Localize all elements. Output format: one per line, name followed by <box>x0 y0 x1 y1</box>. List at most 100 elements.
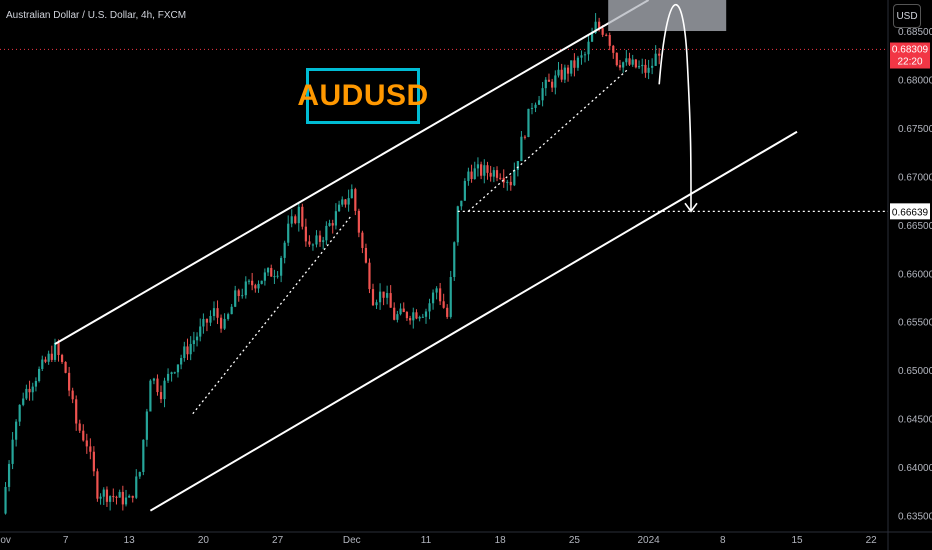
candle-body <box>163 380 166 400</box>
candle-body <box>18 404 21 422</box>
candle-body <box>382 291 385 298</box>
candle-body <box>276 275 279 277</box>
candle-body <box>446 307 449 317</box>
candle-body <box>354 189 357 211</box>
candle-body <box>456 206 459 243</box>
candle-body <box>405 312 409 319</box>
candle-body <box>431 292 435 304</box>
candle-body <box>283 242 286 258</box>
candle-body <box>71 390 74 400</box>
candle-body <box>47 353 50 362</box>
currency-button[interactable]: USD <box>893 4 921 28</box>
candle-body <box>641 64 644 67</box>
candle-body <box>294 216 297 224</box>
candle-body <box>263 272 266 281</box>
candle-body <box>615 52 618 66</box>
target-price-badge <box>890 203 930 220</box>
candle-body <box>257 283 260 289</box>
candle-body <box>189 344 192 355</box>
candle-body <box>311 244 315 246</box>
candle-body <box>605 34 608 36</box>
candle-body <box>290 216 293 224</box>
candle-body <box>509 181 512 186</box>
candle-body <box>331 223 334 226</box>
candle-body <box>489 172 492 177</box>
candle-body <box>409 318 412 321</box>
x-tick-label: 2024 <box>637 535 660 546</box>
candle-body <box>637 66 641 68</box>
x-tick-label: 15 <box>791 535 803 546</box>
candle-body <box>337 204 341 212</box>
candle-body <box>318 235 322 242</box>
y-tick-label: 0.63500 <box>898 512 932 523</box>
candle-body <box>658 53 661 56</box>
y-tick-label: 0.64500 <box>898 415 932 426</box>
candle-body <box>115 496 118 498</box>
candle-body <box>109 496 112 502</box>
x-tick-label: 11 <box>421 535 432 546</box>
candle-body <box>25 388 28 399</box>
candle-body <box>38 368 41 381</box>
candle-body <box>183 346 186 359</box>
candle-body <box>75 399 78 424</box>
candle-body <box>470 171 473 180</box>
candle-body <box>138 472 141 477</box>
candle-body <box>270 268 273 277</box>
candle-body <box>50 353 53 360</box>
y-tick-label: 0.64000 <box>898 463 932 474</box>
candle-body <box>15 421 18 440</box>
x-tick-label: 13 <box>124 535 136 546</box>
candle-body <box>266 268 270 273</box>
candle-body <box>227 314 230 319</box>
candle-body <box>135 476 138 498</box>
y-tick-label: 0.67000 <box>898 172 932 183</box>
candle-body <box>287 223 290 243</box>
candle-body <box>583 54 587 56</box>
candle-body <box>11 439 14 464</box>
candle-body <box>180 358 183 365</box>
candle-body <box>576 57 580 68</box>
candle-body <box>463 180 466 201</box>
candle-body <box>57 342 60 356</box>
candle-body <box>622 62 625 68</box>
candle-body <box>492 170 495 177</box>
candle-body <box>644 64 647 73</box>
candle-body <box>547 79 551 82</box>
candle-body <box>654 53 657 66</box>
candle-body <box>499 177 502 179</box>
candle-body <box>350 189 353 199</box>
candle-body <box>202 318 205 327</box>
channel-lower-line <box>149 130 798 512</box>
candle-body <box>78 423 81 431</box>
y-tick-label: 0.68000 <box>898 75 932 86</box>
candle-body <box>647 67 650 73</box>
candle-body <box>28 388 31 393</box>
candle-body <box>297 206 300 224</box>
candle-body <box>344 199 347 205</box>
x-tick-label: 8 <box>720 535 726 546</box>
candle-body <box>513 169 516 186</box>
candle-body <box>192 340 195 345</box>
x-tick-label: 27 <box>272 535 284 546</box>
candle-body <box>99 496 102 499</box>
candle-body <box>31 386 34 393</box>
candle-body <box>142 439 145 473</box>
candle-body <box>516 161 519 170</box>
candle-body <box>156 378 159 393</box>
candle-body <box>131 495 134 498</box>
y-tick-label: 0.65500 <box>898 318 932 329</box>
candle-body <box>64 361 67 373</box>
candle-body <box>598 21 601 29</box>
candle-body <box>41 359 44 369</box>
candle-body <box>530 107 534 109</box>
candle-body <box>237 290 240 296</box>
candle-body <box>260 280 263 284</box>
candle-body <box>254 285 257 289</box>
candle-body <box>209 316 212 323</box>
candle-body <box>145 411 148 440</box>
candle-body <box>244 281 247 296</box>
candle-body <box>102 489 105 497</box>
candle-body <box>121 491 124 505</box>
candle-body <box>361 232 364 248</box>
